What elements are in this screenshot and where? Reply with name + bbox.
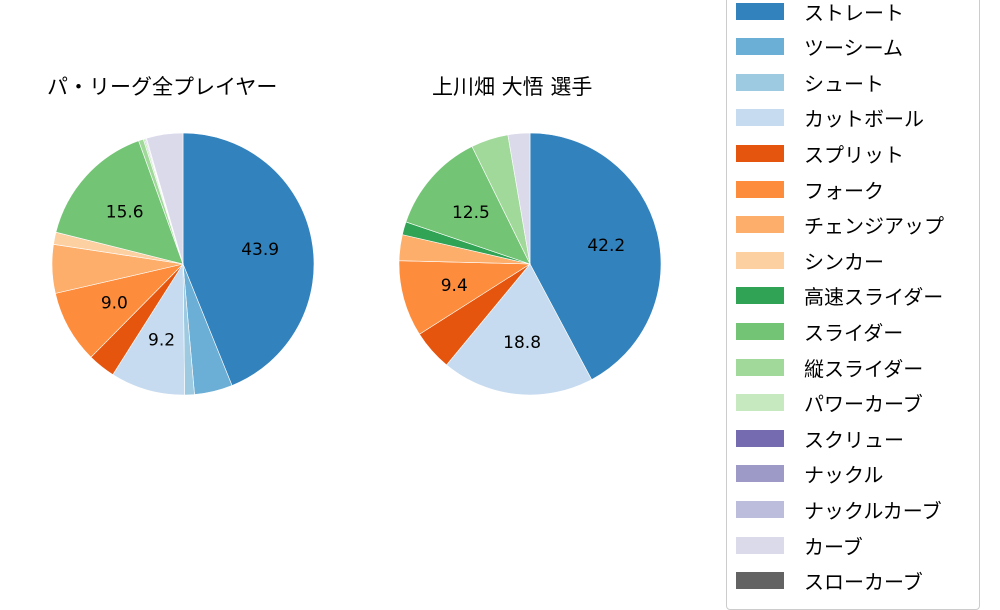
left-pie-title: パ・リーグ全プレイヤー bbox=[47, 75, 278, 99]
slice-label: 15.6 bbox=[106, 202, 144, 222]
pie-slice bbox=[507, 132, 531, 265]
legend-item: 縦スライダー bbox=[736, 355, 924, 381]
legend-label: ナックルカーブ bbox=[804, 498, 942, 523]
legend-swatch bbox=[736, 465, 784, 483]
pie-charts: 43.9 9.2 9.0 15.6 42.2 18.8 9.4 12.5 bbox=[51, 132, 662, 396]
legend-item: ストレート bbox=[736, 0, 904, 25]
legend-label: カットボール bbox=[804, 107, 924, 132]
pie-slice bbox=[529, 132, 662, 380]
legend-item: フォーク bbox=[736, 177, 884, 203]
legend-item: シュート bbox=[736, 70, 884, 96]
legend-label: カーブ bbox=[804, 534, 863, 559]
pie-slice bbox=[405, 146, 531, 265]
legend-item: スライダー bbox=[736, 319, 904, 345]
legend-label: シュート bbox=[804, 71, 884, 96]
slice-label: 9.4 bbox=[441, 276, 468, 296]
legend-item: スクリュー bbox=[736, 426, 904, 452]
legend-label: 高速スライダー bbox=[804, 285, 944, 310]
legend-label: スプリット bbox=[804, 142, 904, 167]
legend-label: シンカー bbox=[804, 249, 884, 274]
legend-label: パワーカーブ bbox=[804, 392, 923, 417]
legend-swatch bbox=[736, 500, 784, 518]
legend-swatch bbox=[736, 216, 784, 234]
pie-slice bbox=[446, 263, 593, 396]
legend-swatch bbox=[736, 2, 784, 20]
legend-label: 縦スライダー bbox=[804, 356, 924, 381]
legend-item: ツーシーム bbox=[736, 35, 903, 61]
legend-swatch bbox=[736, 251, 784, 269]
pie-slice bbox=[146, 132, 184, 265]
legend-swatch bbox=[736, 38, 784, 56]
slice-label: 18.8 bbox=[503, 333, 541, 353]
right-pie-title: 上川畑 大悟 選手 bbox=[432, 75, 593, 99]
slice-label: 9.0 bbox=[101, 293, 128, 313]
legend: ストレートツーシームシュートカットボール スプリットフォークチェンジアップ シンカー… bbox=[726, 0, 980, 610]
legend-item: スローカーブ bbox=[736, 569, 923, 595]
legend-item: カットボール bbox=[736, 106, 924, 132]
legend-item: シンカー bbox=[736, 248, 884, 274]
legend-item: カーブ bbox=[736, 533, 863, 559]
legend-label: スクリュー bbox=[804, 427, 904, 452]
legend-swatch bbox=[736, 429, 784, 447]
legend-label: ストレート bbox=[804, 0, 904, 25]
pie-slice bbox=[55, 140, 184, 265]
legend-label: ツーシーム bbox=[804, 36, 903, 61]
legend-swatch bbox=[736, 572, 784, 590]
legend-label: ナックル bbox=[804, 463, 884, 488]
legend-item: スプリット bbox=[736, 141, 904, 167]
legend-swatch bbox=[736, 144, 784, 162]
legend-label: スライダー bbox=[804, 320, 904, 345]
legend-label: フォーク bbox=[804, 178, 884, 203]
legend-swatch bbox=[736, 322, 784, 340]
legend-swatch bbox=[736, 287, 784, 305]
legend-item: ナックルカーブ bbox=[736, 497, 942, 523]
legend-item: チェンジアップ bbox=[736, 213, 944, 239]
legend-swatch bbox=[736, 394, 784, 412]
slice-label: 43.9 bbox=[241, 240, 279, 260]
legend-label: チェンジアップ bbox=[804, 214, 944, 239]
pie-chart-league: 43.9 9.2 9.0 15.6 bbox=[51, 132, 315, 396]
pie-slice bbox=[398, 260, 531, 335]
pie-chart-player: 42.2 18.8 9.4 12.5 bbox=[398, 132, 662, 396]
legend-swatch bbox=[736, 358, 784, 376]
legend-swatch bbox=[736, 536, 784, 554]
slice-label: 9.2 bbox=[148, 331, 175, 351]
slice-label: 42.2 bbox=[587, 236, 625, 256]
legend-swatch bbox=[736, 180, 784, 198]
legend-swatch bbox=[736, 73, 784, 91]
legend-label: スローカーブ bbox=[804, 570, 923, 595]
legend-item: パワーカーブ bbox=[736, 391, 923, 417]
slice-label: 12.5 bbox=[452, 203, 490, 223]
legend-item: 高速スライダー bbox=[736, 284, 944, 310]
legend-swatch bbox=[736, 109, 784, 127]
legend-item: ナックル bbox=[736, 462, 884, 488]
pie-slice bbox=[182, 132, 315, 386]
